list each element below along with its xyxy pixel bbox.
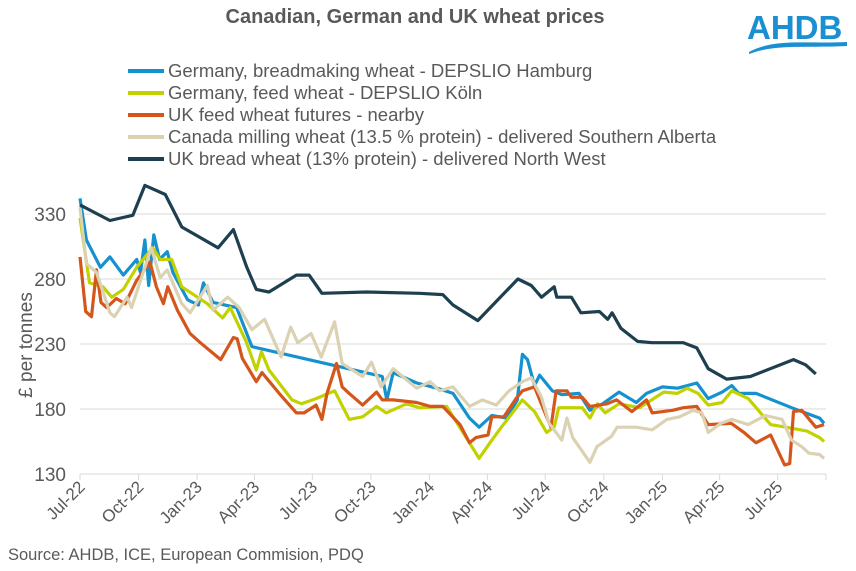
x-tick-label: Jan-24 xyxy=(388,477,438,527)
x-tick-label: Oct-24 xyxy=(563,477,613,527)
x-tick-label: Apr-23 xyxy=(214,477,264,527)
chart-title: Canadian, German and UK wheat prices xyxy=(225,6,605,28)
legend-label: Germany, feed wheat - DEPSLIO Köln xyxy=(168,82,483,103)
source-note: Source: AHDB, ICE, European Commision, P… xyxy=(8,546,364,564)
legend-item: UK bread wheat (13% protein) - delivered… xyxy=(128,148,716,170)
y-axis-label: £ per tonnes xyxy=(16,292,37,398)
series-line-4 xyxy=(79,183,817,381)
legend-item: Germany, feed wheat - DEPSLIO Köln xyxy=(128,82,716,104)
x-tick-label: Jan-25 xyxy=(621,477,671,527)
legend-label: UK bread wheat (13% protein) - delivered… xyxy=(168,148,606,169)
y-tick-label: 130 xyxy=(34,465,66,486)
series-line-1 xyxy=(78,217,826,460)
legend-swatch xyxy=(128,91,164,95)
legend-swatch xyxy=(128,113,164,117)
legend-swatch xyxy=(128,135,164,139)
x-tick-label: Jul-25 xyxy=(740,477,786,523)
x-tick-label: Apr-24 xyxy=(447,477,497,527)
legend-swatch xyxy=(128,69,164,73)
y-tick-label: 330 xyxy=(34,205,66,226)
legend: Germany, breadmaking wheat - DEPSLIO Ham… xyxy=(128,60,716,170)
x-tick-label: Apr-25 xyxy=(679,477,729,527)
legend-item: UK feed wheat futures - nearby xyxy=(128,104,716,126)
legend-item: Canada milling wheat (13.5 % protein) - … xyxy=(128,126,716,148)
x-tick-label: Jul-24 xyxy=(508,477,554,523)
x-tick-label: Jan-23 xyxy=(156,477,206,527)
y-tick-label: 180 xyxy=(34,400,66,421)
series-line-3 xyxy=(78,207,826,464)
series-line-2 xyxy=(78,256,825,467)
legend-label: Germany, breadmaking wheat - DEPSLIO Ham… xyxy=(168,60,593,81)
x-tick-label: Oct-23 xyxy=(330,477,380,527)
logo-text: AHDB xyxy=(747,9,842,46)
legend-label: Canada milling wheat (13.5 % protein) - … xyxy=(168,126,717,147)
legend-item: Germany, breadmaking wheat - DEPSLIO Ham… xyxy=(128,60,716,82)
y-tick-label: 280 xyxy=(34,270,66,291)
legend-swatch xyxy=(128,157,164,161)
x-tick-label: Oct-22 xyxy=(98,477,148,527)
legend-label: UK feed wheat futures - nearby xyxy=(168,104,425,125)
ahdb-logo: AHDB xyxy=(745,8,849,59)
y-tick-label: 230 xyxy=(34,335,66,356)
x-tick-label: Jul-23 xyxy=(275,477,321,523)
